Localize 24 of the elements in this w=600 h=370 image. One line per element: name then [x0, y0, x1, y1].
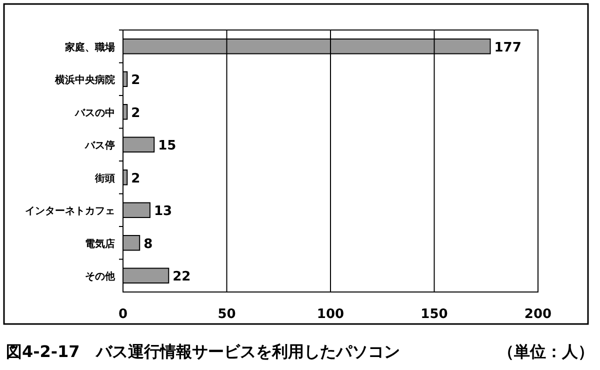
data-label: 13 — [154, 204, 172, 220]
x-tick-label: 0 — [118, 307, 128, 322]
plot: 177 2 2 15 2 13 8 22 — [122, 38, 522, 285]
data-label: 2 — [131, 73, 140, 88]
y-tick-label: バス停 — [84, 140, 115, 152]
data-label: 8 — [144, 236, 153, 252]
x-tick-label: 200 — [524, 307, 552, 322]
text: （単位：人） — [498, 342, 594, 361]
y-tick-label: 電気店 — [85, 238, 115, 250]
data-label: 22 — [172, 270, 191, 285]
y-tick-label: 街頭 — [94, 172, 115, 184]
data-label: 177 — [494, 40, 522, 56]
y-tick-label: 横浜中央病院 — [54, 74, 115, 86]
y-tick-label: その他 — [85, 270, 116, 283]
x-tick-label: 50 — [218, 307, 236, 322]
text: 図4-2-17 バス運行情報サービスを利用したパソコン — [6, 342, 400, 361]
y-tick-label: インターネトカフェ — [25, 206, 115, 218]
x-tick-label: 100 — [316, 307, 344, 322]
data-label: 2 — [131, 106, 140, 121]
y-tick-label: 家庭、職場 — [64, 41, 115, 54]
y-tick-label: バスの中 — [74, 106, 115, 119]
data-label: 2 — [131, 171, 140, 186]
data-label: 15 — [158, 138, 176, 154]
x-tick-label: 150 — [420, 307, 448, 322]
